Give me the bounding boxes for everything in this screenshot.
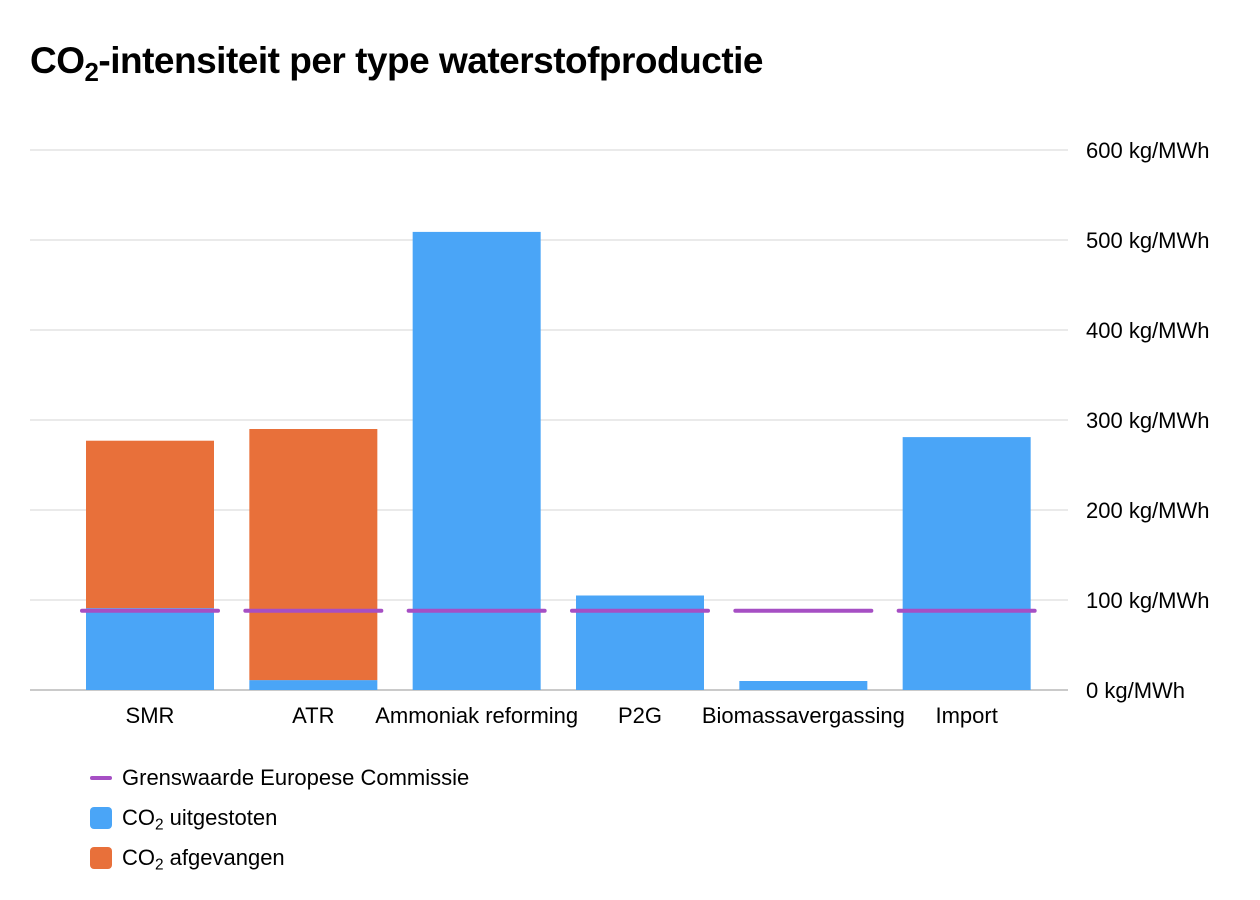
y-tick-label: 600 kg/MWh xyxy=(1086,138,1210,163)
bar-segment xyxy=(412,231,541,690)
x-tick-label: Import xyxy=(935,703,997,728)
bar-segment xyxy=(249,680,378,690)
bar-segment xyxy=(86,440,214,609)
y-tick-label: 400 kg/MWh xyxy=(1086,318,1210,343)
legend-item-captured: CO2 afgevangen xyxy=(90,838,469,878)
bar-segment xyxy=(739,681,868,690)
x-tick-label: Ammoniak reforming xyxy=(375,703,578,728)
y-tick-label: 100 kg/MWh xyxy=(1086,588,1210,613)
bar-chart: 0 kg/MWh 100 kg/MWh 200 kg/MWh 300 kg/MWh 40… xyxy=(30,138,1210,728)
x-tick-label: SMR xyxy=(126,703,175,728)
legend-color-swatch xyxy=(90,807,112,829)
x-tick-label: Biomassavergassing xyxy=(702,703,905,728)
legend-item-reference-line: Grenswaarde Europese Commissie xyxy=(90,758,469,798)
legend-label: CO2 afgevangen xyxy=(122,845,285,874)
y-tick-label: 500 kg/MWh xyxy=(1086,228,1210,253)
title-prefix: CO xyxy=(30,40,85,81)
title-rest: -intensiteit per type waterstofproductie xyxy=(98,40,763,81)
bar-segment xyxy=(86,608,214,690)
y-tick-label: 200 kg/MWh xyxy=(1086,498,1210,523)
chart-title: CO2-intensiteit per type waterstofproduc… xyxy=(30,40,763,86)
bar-segment xyxy=(249,429,378,681)
legend-label: Grenswaarde Europese Commissie xyxy=(122,765,470,790)
legend-label: CO2 uitgestoten xyxy=(122,805,278,834)
legend-color-swatch xyxy=(90,847,112,869)
bar-segment xyxy=(902,437,1031,690)
y-tick-label: 300 kg/MWh xyxy=(1086,408,1210,433)
legend: Grenswaarde Europese Commissie CO2 uitge… xyxy=(90,758,469,878)
legend-line-swatch xyxy=(90,776,112,780)
title-subscript: 2 xyxy=(84,58,99,87)
x-tick-label: ATR xyxy=(292,703,334,728)
y-tick-label: 0 kg/MWh xyxy=(1086,678,1185,703)
legend-item-emitted: CO2 uitgestoten xyxy=(90,798,469,838)
x-tick-label: P2G xyxy=(618,703,662,728)
